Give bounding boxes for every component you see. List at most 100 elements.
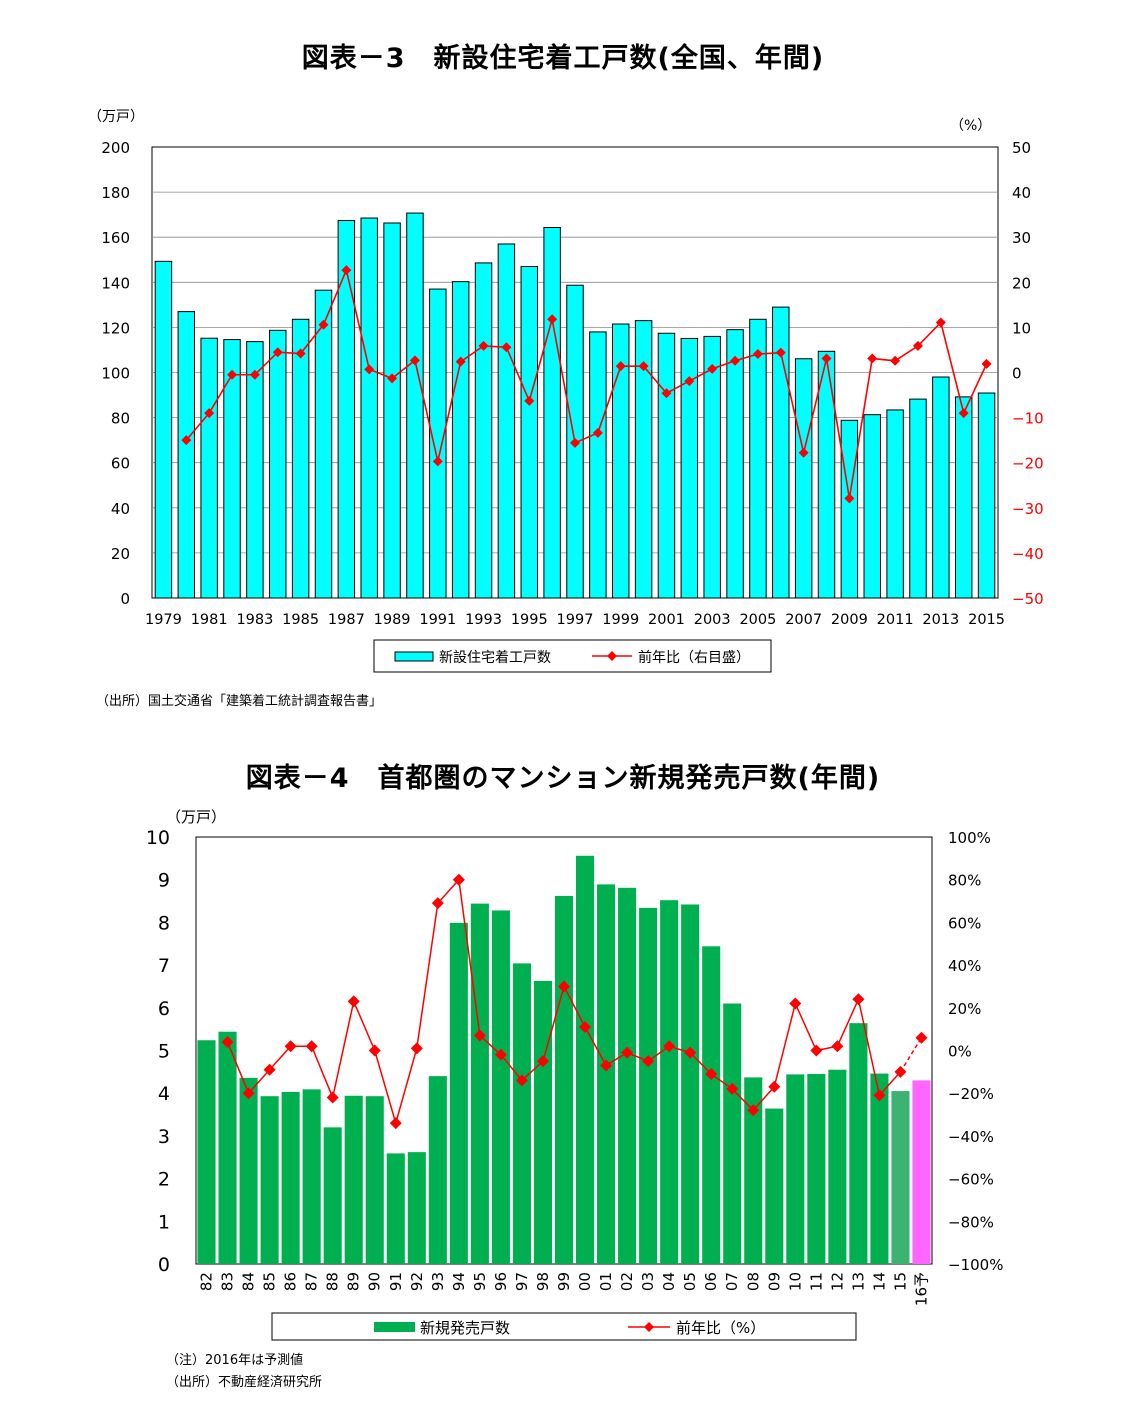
chart1-x-tick: 1979 (145, 612, 182, 628)
chart2-line-point (326, 1091, 339, 1104)
chart2-bar (428, 1076, 447, 1264)
chart2-x-tick: 86 (282, 1272, 300, 1291)
chart2-line-point (705, 1067, 718, 1080)
chart1-y-left-tick: 20 (111, 545, 130, 563)
chart2-bar (533, 980, 553, 1264)
chart1-x-tick: 2009 (831, 612, 868, 628)
chart1-x-tick: 2013 (922, 612, 959, 628)
chart2-line-point (389, 1117, 402, 1130)
chart1-line-point (867, 353, 878, 364)
chart2-x-tick: 82 (198, 1272, 216, 1291)
chart1-y-right-tick: 30 (1012, 229, 1031, 247)
chart2-bar (281, 1091, 300, 1264)
chart2-line-point (558, 980, 570, 993)
chart2-bar (197, 1040, 216, 1264)
chart2-line-point (284, 1040, 297, 1053)
chart1-bar (269, 329, 287, 599)
chart1-line-point (981, 358, 992, 369)
chart1-bar (451, 281, 470, 599)
chart1-line-point (295, 348, 306, 359)
chart2-line-point (452, 873, 465, 886)
chart1-y-left-tick: 40 (111, 500, 130, 518)
chart1-bar (932, 376, 950, 599)
chart1-x-tick: 2003 (694, 612, 731, 628)
chart2-y-right-tick: 0% (948, 1043, 972, 1061)
chart1-title: 図表－3 新設住宅着工戸数(全国、年間) (301, 43, 825, 74)
chart2-x-tick: 84 (240, 1272, 258, 1291)
chart2-bar (828, 1069, 847, 1264)
chart1-bar (657, 332, 676, 599)
chart2-x-tick: 15 (891, 1272, 909, 1291)
chart2-line-point (894, 1065, 907, 1078)
chart2-line-point (768, 1080, 781, 1093)
chart1-line-point (730, 355, 741, 366)
chart1-bar (177, 311, 196, 599)
chart1-line-point (455, 356, 466, 367)
chart1-bar (429, 288, 447, 599)
chart1-y-left-unit: （万戸） (88, 109, 144, 125)
chart2-line-point (810, 1044, 823, 1057)
chart1-x-tick: 1995 (511, 612, 548, 628)
chart2-y-left-tick: 5 (158, 1041, 170, 1063)
chart2-legend-line-marker (644, 1322, 654, 1332)
chart1-bar (520, 266, 539, 599)
chart1-y-right-tick: −20 (1012, 455, 1044, 473)
chart1-y-left-tick: 100 (101, 365, 130, 383)
chart2-x-tick: 88 (324, 1272, 342, 1291)
chart1-line-point (615, 361, 626, 372)
chart2-line-point (242, 1087, 255, 1100)
chart2-line-point (494, 1048, 507, 1061)
chart1-y-left-tick: 140 (101, 274, 130, 292)
chart2-line-point (600, 1059, 613, 1072)
chart2-x-tick: 95 (471, 1272, 489, 1291)
chart1-line-point (707, 363, 718, 374)
chart2-y-left-unit: （万戸） (166, 808, 226, 826)
chart1-x-tick: 2005 (739, 612, 776, 628)
chart2-x-tick: 02 (618, 1272, 636, 1291)
chart2-bar (365, 1096, 384, 1264)
chart2-source: （出所）不動産経済研究所 (166, 1375, 323, 1390)
chart1-y-left-tick: 200 (101, 139, 130, 157)
chart2-x-tick: 16予 (912, 1272, 930, 1306)
chart1-x-tick: 1981 (191, 612, 228, 628)
chart1-bar (680, 337, 699, 599)
chart1-y-right-tick: 50 (1012, 139, 1031, 157)
chart2-x-tick: 12 (828, 1272, 846, 1291)
chart1-bar (634, 320, 653, 599)
chart2-bar (744, 1077, 763, 1264)
chart1-line-point (890, 355, 901, 366)
chart2-line-point (347, 995, 360, 1008)
chart2-bar (302, 1089, 321, 1264)
chart2-y-left-tick: 9 (158, 870, 170, 892)
chart1-bar (154, 260, 173, 599)
chart2-y-right-tick: 40% (948, 957, 981, 975)
chart2-x-tick: 08 (744, 1272, 762, 1291)
chart2-y-right-tick: −100% (948, 1256, 1003, 1274)
chart2-line-point (642, 1055, 655, 1068)
chart2-line-point (410, 1042, 423, 1055)
chart2-y-right-tick: 80% (948, 872, 981, 890)
chart1-y-right-tick: −40 (1012, 545, 1044, 563)
chart1-bar (383, 222, 401, 599)
chart2-line-point (221, 1035, 234, 1048)
chart1-y-right-tick: 40 (1012, 184, 1031, 202)
chart1-y-left-tick: 180 (101, 184, 130, 202)
chart2-x-tick: 90 (366, 1272, 384, 1291)
chart2-x-tick: 14 (870, 1272, 888, 1291)
chart1-y-left-tick: 160 (101, 229, 130, 247)
chart2-bar (597, 884, 616, 1264)
chart2-line-point (915, 1031, 928, 1044)
chart2-x-tick: 87 (303, 1272, 321, 1291)
chart2-x-tick: 89 (345, 1272, 363, 1291)
chart1-line-point (912, 340, 923, 351)
chart2-x-tick: 09 (765, 1272, 783, 1291)
chart1-x-tick: 2007 (785, 612, 822, 628)
chart2-line-point (684, 1046, 697, 1059)
chart1-line-point (638, 361, 649, 372)
chart1-bar (772, 306, 790, 599)
chart1-line-point (432, 456, 443, 467)
chart2-x-tick: 07 (723, 1272, 741, 1291)
chart1-legend-bar-swatch (394, 651, 434, 662)
chart1-x-tick: 1985 (282, 612, 319, 628)
chart1-line-point (661, 388, 672, 399)
